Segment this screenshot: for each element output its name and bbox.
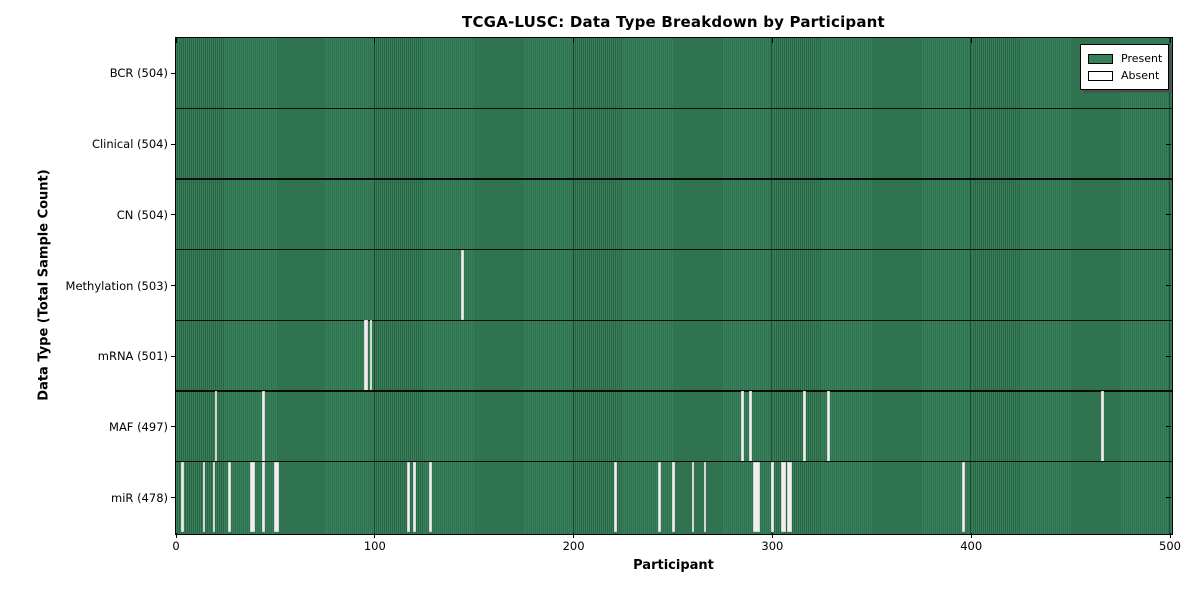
absent-mark-MAF: [749, 391, 753, 462]
ytick-mark-left: [171, 143, 176, 145]
row-divider: [175, 319, 1172, 321]
ytick-label-BCR: BCR (504): [109, 66, 168, 81]
absent-mark-miR: [262, 461, 266, 533]
ytick-mark-right: [1166, 355, 1171, 357]
legend: Present Absent: [1080, 44, 1169, 90]
row-divider: [175, 390, 1172, 392]
absent-mark-miR: [250, 461, 256, 533]
xtick-mark-top: [573, 38, 575, 43]
xtick-mark-top: [374, 38, 376, 43]
absent-mark-MAF: [214, 391, 218, 462]
legend-label: Present: [1121, 52, 1163, 65]
absent-mark-miR: [781, 461, 786, 533]
absent-mark-mRNA: [369, 320, 373, 392]
absent-mark-MAF: [803, 391, 806, 462]
absent-mark-miR: [787, 461, 792, 533]
xtick-mark-top: [1169, 38, 1171, 43]
absent-mark-miR: [753, 461, 761, 533]
ytick-mark-left: [171, 72, 176, 74]
absent-mark-miR: [212, 461, 216, 533]
ytick-label-MAF: MAF (497): [109, 419, 168, 434]
absent-mark-miR: [413, 461, 417, 533]
xtick-mark-bottom: [175, 533, 177, 538]
ytick-label-mRNA: mRNA (501): [97, 349, 168, 364]
ytick-mark-right: [1166, 285, 1171, 286]
xtick-label-100: 100: [363, 539, 386, 553]
absent-mark-mRNA: [363, 320, 369, 392]
row-divider: [175, 249, 1172, 251]
ytick-mark-right: [1166, 497, 1171, 499]
ytick-mark-right: [1166, 214, 1171, 216]
xtick-mark-top: [771, 38, 773, 43]
absent-mark-Methylation: [461, 249, 464, 321]
gridline-x-200: [572, 37, 574, 534]
absent-mark-miR: [703, 461, 707, 533]
absent-mark-miR: [614, 461, 617, 533]
legend-item-absent: Absent: [1088, 67, 1161, 84]
x-axis-label: Participant: [633, 558, 714, 573]
ytick-label-miR: miR (478): [111, 490, 168, 505]
absent-mark-MAF: [741, 391, 745, 462]
ytick-label-CN: CN (504): [116, 207, 168, 222]
xtick-mark-bottom: [573, 533, 575, 538]
row-divider: [175, 107, 1172, 109]
y-axis-label: Data Type (Total Sample Count): [36, 169, 52, 401]
ytick-mark-right: [1166, 143, 1171, 145]
xtick-mark-bottom: [970, 533, 972, 538]
ytick-mark-left: [171, 497, 176, 499]
ytick-mark-left: [171, 214, 176, 216]
gridline-x-400: [970, 37, 972, 534]
absent-mark-miR: [202, 461, 206, 533]
absent-mark-miR: [180, 461, 184, 533]
xtick-label-300: 300: [761, 539, 784, 553]
absent-mark-miR: [429, 461, 433, 533]
absent-mark-miR: [671, 461, 675, 533]
ytick-mark-left: [171, 426, 176, 428]
gridline-x-100: [373, 37, 375, 534]
absent-mark-miR: [274, 461, 279, 533]
present-swatch-icon: [1088, 53, 1113, 64]
absent-mark-miR: [228, 461, 232, 533]
legend-item-present: Present: [1088, 50, 1163, 67]
row-divider: [175, 461, 1172, 463]
ytick-label-Clinical: Clinical (504): [91, 137, 168, 152]
absent-mark-MAF: [826, 391, 830, 462]
absent-mark-MAF: [1101, 391, 1104, 462]
absent-mark-miR: [657, 461, 661, 533]
absent-mark-miR: [771, 461, 774, 533]
xtick-mark-bottom: [771, 533, 773, 538]
chart-title: TCGA-LUSC: Data Type Breakdown by Partic…: [462, 13, 885, 31]
xtick-mark-top: [970, 38, 972, 43]
plot-area: [174, 36, 1173, 535]
xtick-label-400: 400: [960, 539, 983, 553]
legend-label: Absent: [1121, 69, 1160, 82]
xtick-mark-bottom: [1169, 533, 1171, 538]
row-divider: [175, 178, 1172, 180]
xtick-label-200: 200: [562, 539, 585, 553]
absent-swatch-icon: [1088, 70, 1113, 81]
ytick-mark-right: [1166, 426, 1171, 428]
xtick-mark-top: [175, 38, 177, 43]
gridline-x-300: [771, 37, 773, 534]
absent-mark-miR: [691, 461, 695, 533]
ytick-mark-left: [171, 355, 176, 357]
ytick-mark-left: [171, 285, 176, 286]
absent-mark-miR: [407, 461, 411, 533]
ytick-label-Methylation: Methylation (503): [65, 278, 168, 293]
absent-mark-MAF: [262, 391, 266, 462]
xtick-label-500: 500: [1159, 539, 1181, 553]
absent-mark-miR: [962, 461, 965, 533]
xtick-label-0: 0: [172, 539, 180, 553]
xtick-mark-bottom: [374, 533, 376, 538]
